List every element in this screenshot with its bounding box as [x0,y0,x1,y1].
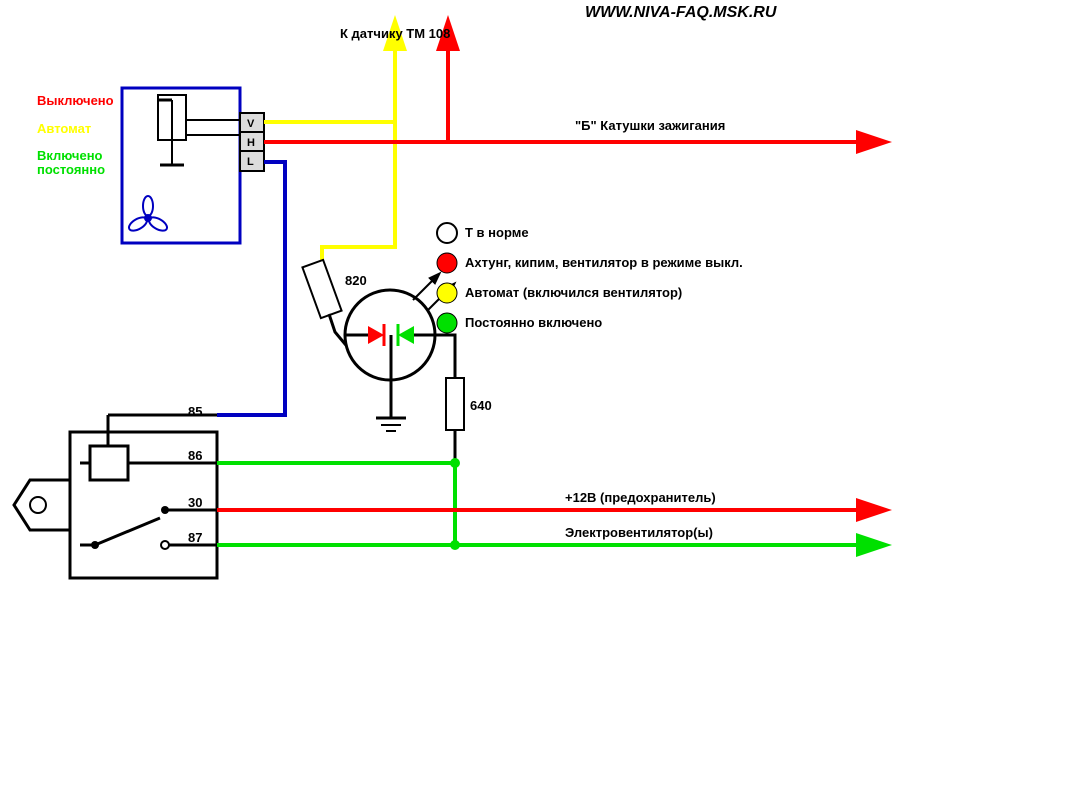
legend [437,223,457,333]
wire-yellow-v [264,47,395,122]
led-indicator [345,280,448,380]
relay-pin-30: 30 [188,495,202,510]
r640-label: 640 [470,398,492,413]
switch-state-auto: Автомат [37,121,91,136]
legend-green-label: Постоянно включено [465,315,602,330]
resistor-640 [446,378,464,430]
svg-text:L: L [247,156,254,168]
switch-state-on: Включено постоянно [37,149,117,178]
circuit-diagram: V H L [0,0,1068,791]
legend-red-label: Ахтунг, кипим, вентилятор в режиме выкл. [465,255,743,270]
ign-coil-label: "Б" Катушки зажигания [575,118,725,133]
wire-yellow-down [322,122,395,292]
legend-yellow-label: Автомат (включился вентилятор) [465,285,682,300]
fan-label: Электровентилятор(ы) [565,525,713,540]
sensor-label: К датчику ТМ 108 [340,26,450,41]
switch-box: V H L [122,88,264,243]
r820-label: 820 [345,273,367,288]
svg-text:H: H [247,137,255,149]
legend-white-label: Т в норме [465,225,529,240]
relay-pin-87: 87 [188,530,202,545]
wire-green-86 [217,463,455,545]
relay-pin-85: 85 [188,404,202,419]
resistor-820 [302,260,341,318]
switch-state-off: Выключено [37,93,114,108]
led-ground [376,380,406,431]
svg-text:V: V [247,118,255,130]
relay [14,415,217,578]
relay-pin-86: 86 [188,448,202,463]
fuse-label: +12В (предохранитель) [565,490,716,505]
watermark: WWW.NIVA-FAQ.MSK.RU [585,4,776,22]
